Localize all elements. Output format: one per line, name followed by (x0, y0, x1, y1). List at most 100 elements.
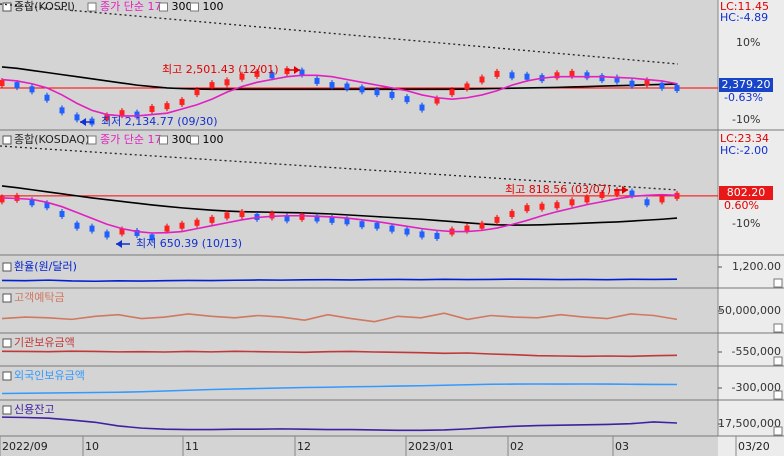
legend-icon (158, 135, 168, 145)
panel-title: 외국인보유금액 (14, 369, 85, 382)
ma300-line (1, 185, 678, 226)
candle (569, 70, 575, 77)
x-tick-label: 2022/09 (2, 440, 48, 453)
candle (89, 225, 95, 232)
candle (59, 107, 65, 114)
legend-icon (87, 2, 97, 12)
x-tick-label: 02 (510, 440, 524, 453)
candle (554, 202, 560, 209)
candle (599, 75, 605, 82)
y-tick-label: 1,200.00 (732, 260, 781, 273)
candle (614, 76, 620, 83)
y-tick-label: -550,000 (732, 345, 781, 358)
legend-entry: 종가 단순 17 (100, 133, 161, 146)
candle (569, 199, 575, 206)
candle (524, 205, 530, 212)
candle (224, 212, 230, 219)
candle (284, 215, 290, 222)
candle (209, 82, 215, 89)
candle (329, 82, 335, 89)
candle (74, 222, 80, 229)
candle (629, 190, 635, 197)
candle (344, 218, 350, 225)
candle (194, 89, 200, 96)
candle (119, 110, 125, 117)
high-arrowhead (294, 66, 300, 74)
x-tick-label: 12 (297, 440, 311, 453)
x-tick-label: 03/20 (738, 440, 770, 453)
candle (149, 234, 155, 241)
candle (374, 89, 380, 96)
x-tick-label: 2023/01 (408, 440, 454, 453)
candle (644, 79, 650, 86)
candle (74, 114, 80, 121)
right-axis-area (718, 0, 784, 456)
candle (164, 103, 170, 110)
candle (104, 114, 110, 121)
candle (644, 199, 650, 206)
candle (659, 82, 665, 89)
candle (494, 216, 500, 223)
header-icon (2, 293, 12, 303)
candle (509, 211, 515, 217)
x-tick-label: 10 (85, 440, 99, 453)
percent-tick: -10% (732, 217, 760, 230)
candle (614, 189, 620, 196)
header-icon (2, 371, 12, 381)
candle (0, 196, 5, 203)
x-tick-label: 03 (615, 440, 629, 453)
header-icon (2, 338, 12, 348)
candle (104, 231, 110, 238)
indicator-line (1, 416, 678, 432)
panel-button (773, 426, 783, 436)
header-icon (2, 405, 12, 415)
low-annotation: 최저 2,134.77 (09/30) (101, 115, 218, 128)
high-annotation: 최고 2,501.43 (12/01) (162, 63, 279, 76)
candle (164, 225, 170, 232)
price-label: 802.20 (727, 186, 766, 199)
candle (134, 111, 140, 118)
candle (479, 76, 485, 83)
indicator-line (1, 278, 678, 283)
candle (674, 85, 680, 92)
percent-tick: -10% (732, 113, 760, 126)
high-annotation: 최고 818.56 (03/07) (505, 183, 611, 196)
change-label: 0.60% (724, 199, 759, 212)
ma17-line (1, 74, 678, 117)
candle (134, 230, 140, 236)
candle (494, 70, 500, 77)
candle (389, 225, 395, 232)
y-tick-label: -300,000 (732, 381, 781, 394)
panel-title: 기관보유금액 (14, 336, 75, 349)
candle (509, 72, 515, 79)
trend-line (0, 145, 679, 191)
ma300-line (1, 66, 678, 91)
x-tick-label: 11 (185, 440, 199, 453)
panel-button (773, 278, 783, 288)
candle (29, 199, 35, 206)
hc-label: HC:-2.00 (720, 144, 768, 157)
candle (239, 211, 245, 217)
candle (0, 80, 5, 87)
candle (209, 216, 215, 223)
legend-icon (189, 2, 199, 12)
candle (299, 213, 305, 220)
candle (359, 86, 365, 93)
candle (269, 72, 275, 79)
lc-label: LC:23.34 (720, 132, 769, 145)
legend-icon (189, 135, 199, 145)
legend-icon (158, 2, 168, 12)
price-label: 2,379.20 (722, 78, 771, 91)
candle (194, 219, 200, 226)
price-box (719, 78, 773, 92)
candle (314, 215, 320, 222)
indicator-line (1, 383, 678, 395)
candle (659, 196, 665, 203)
legend-entry: 300 (171, 0, 192, 13)
candle (359, 221, 365, 228)
candle (389, 91, 395, 98)
candle (314, 77, 320, 84)
candle (539, 203, 545, 210)
candle (269, 212, 275, 219)
